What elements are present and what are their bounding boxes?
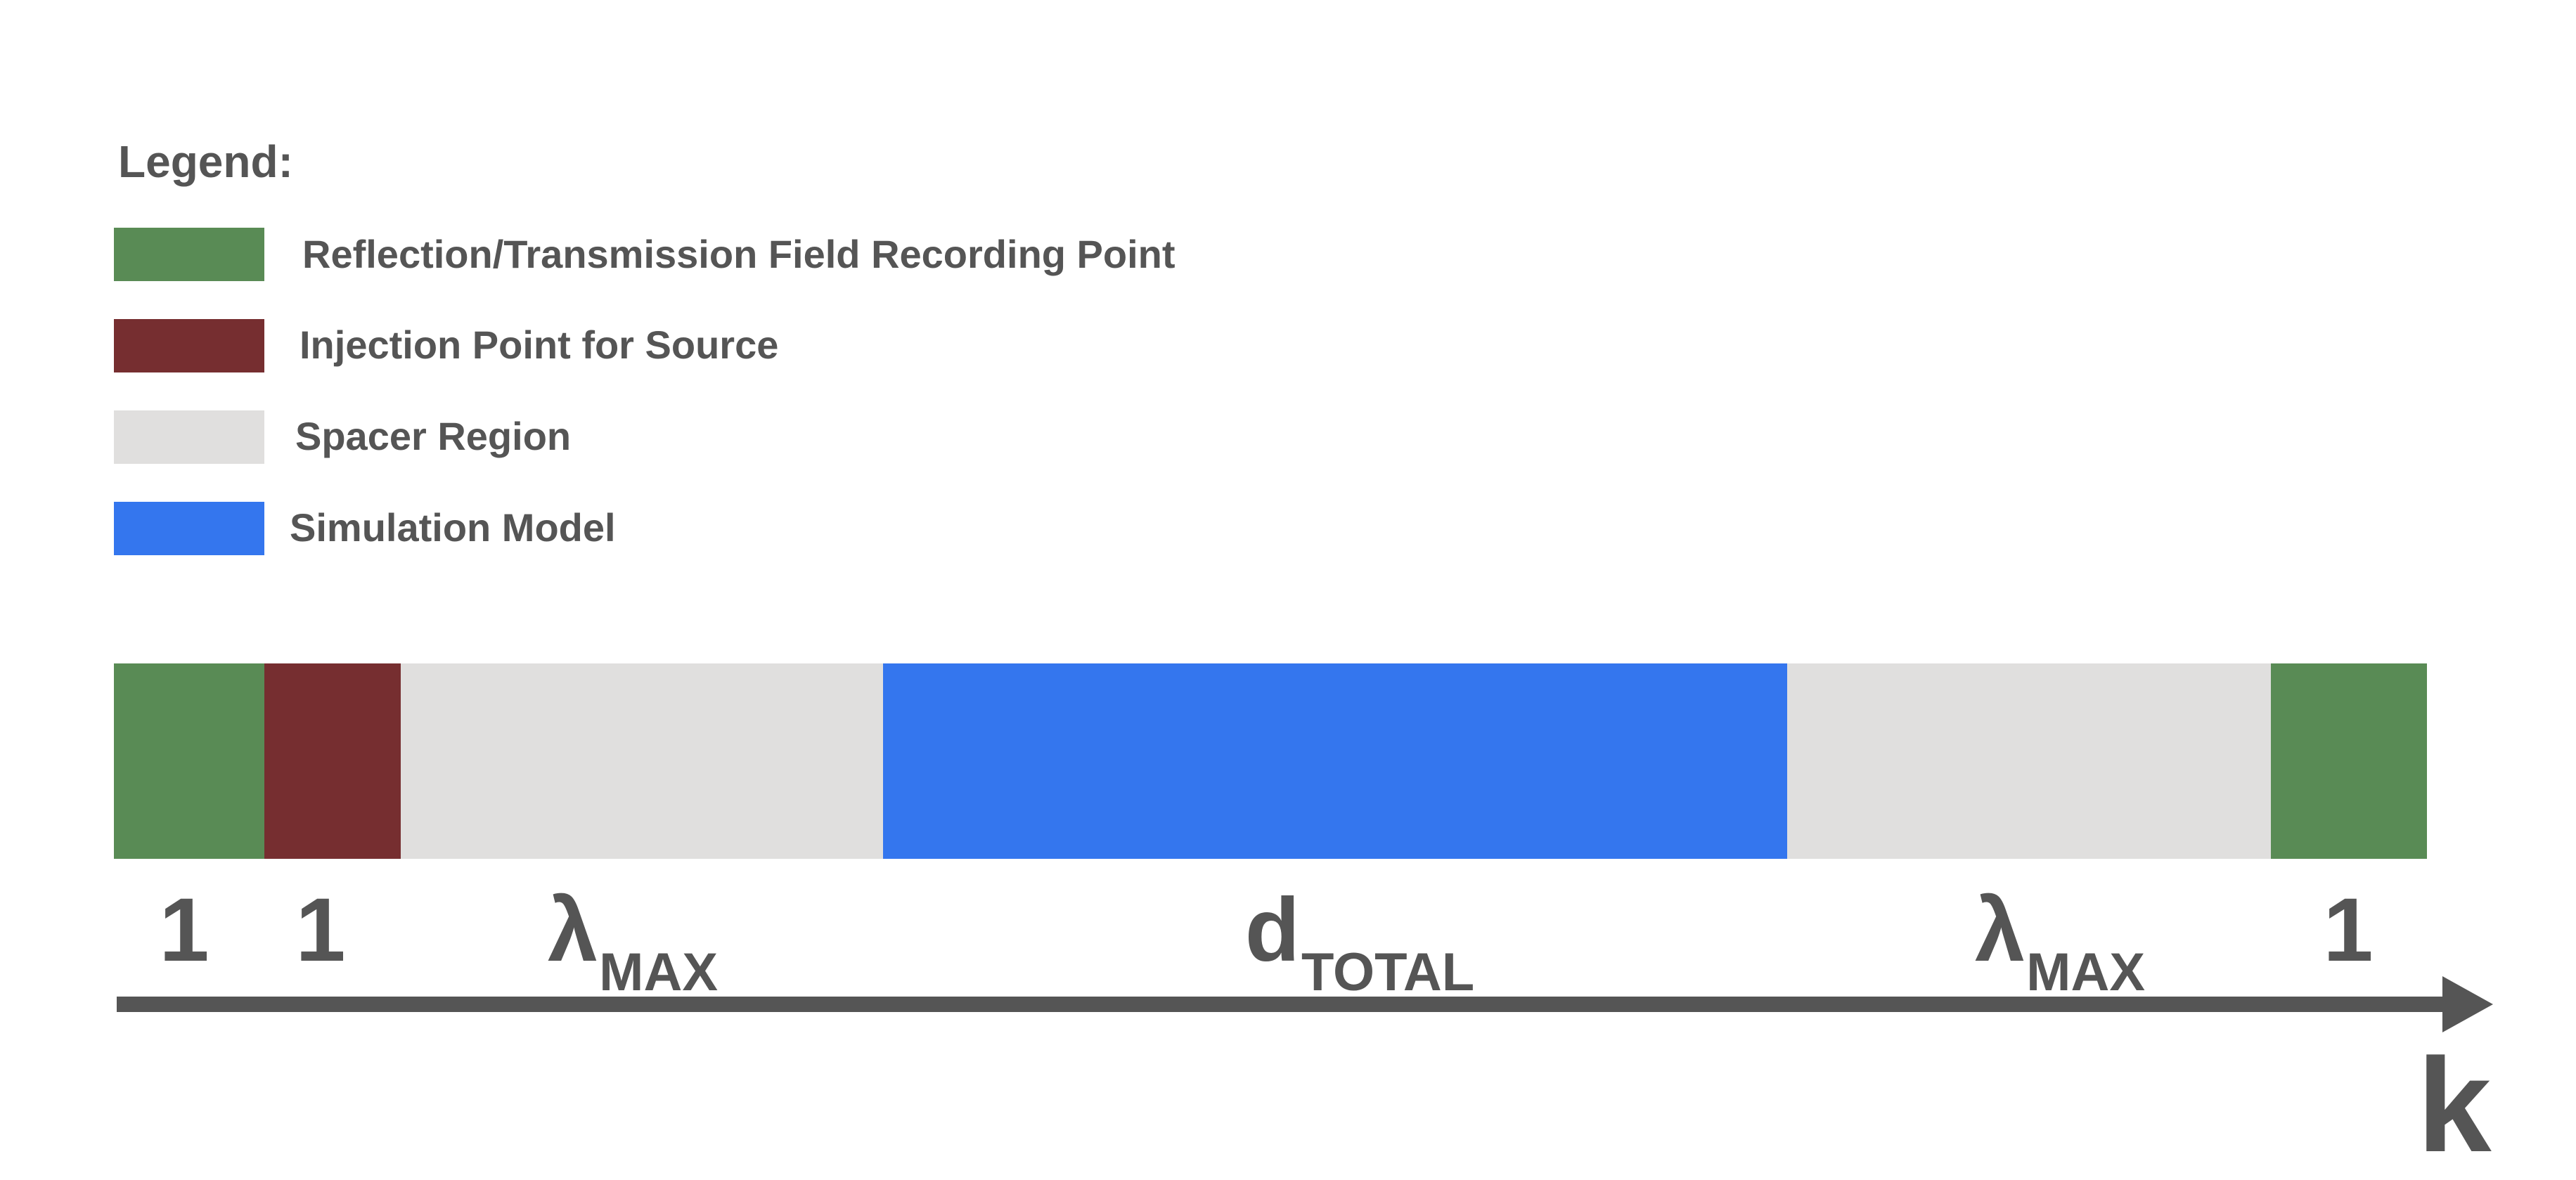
legend-title: Legend: (118, 136, 293, 187)
arrow-right-icon (2442, 976, 2493, 1032)
segment-label-symbol: d (1244, 880, 1300, 980)
legend-label-simulation-model: Simulation Model (290, 505, 616, 550)
segment-spacer-region-right (1787, 663, 2271, 859)
segment-label-subscript: MAX (599, 942, 719, 1002)
segment-label-subscript: TOTAL (1301, 942, 1475, 1002)
legend-swatch-recording-point (114, 228, 264, 281)
axis-label: k (2417, 1031, 2492, 1180)
segment-label-injection-point: 1 (295, 886, 345, 975)
segment-label-spacer-left: λMAX (548, 886, 718, 999)
axis-line (117, 997, 2451, 1012)
segment-label-symbol: λ (1974, 880, 2026, 980)
segment-spacer-region-left (401, 663, 883, 859)
segment-recording-point-right (2271, 663, 2427, 859)
segment-label-text: 1 (295, 880, 346, 980)
segment-injection-point (264, 663, 401, 859)
segment-label-recording-point-right: 1 (2323, 886, 2373, 975)
segment-simulation-model (883, 663, 1787, 859)
segment-label-subscript: MAX (2026, 942, 2146, 1002)
segment-recording-point-left (114, 663, 264, 859)
legend-label-recording-point: Reflection/Transmission Field Recording … (302, 232, 1176, 276)
segment-label-symbol: λ (547, 880, 598, 980)
legend-label-injection-point: Injection Point for Source (300, 323, 779, 367)
segment-label-text: 1 (2323, 880, 2374, 980)
legend-label-spacer-region: Spacer Region (295, 414, 572, 458)
segment-label-recording-point-left: 1 (159, 886, 209, 975)
legend-swatch-simulation-model (114, 502, 264, 555)
legend-swatch-spacer-region (114, 410, 264, 464)
segment-label-simulation-model: dTOTAL (1245, 886, 1474, 999)
segment-label-text: 1 (159, 880, 210, 980)
segment-label-spacer-right: λMAX (1975, 886, 2145, 999)
legend-swatch-injection-point (114, 319, 264, 372)
